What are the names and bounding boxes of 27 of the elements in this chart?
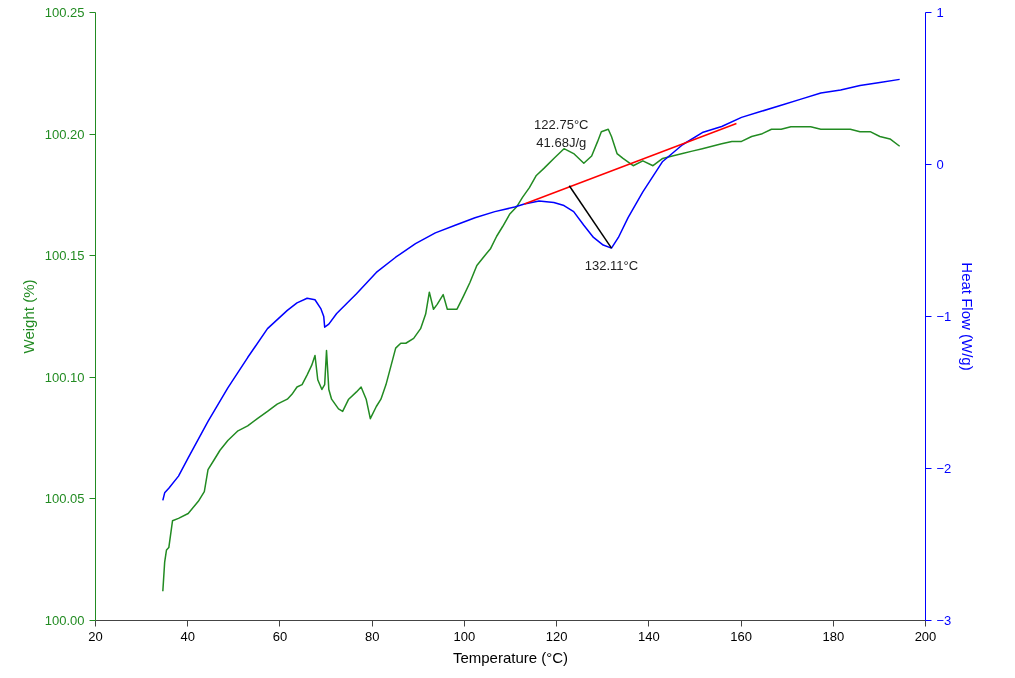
y-tick-label: 100.20 [44,126,85,142]
line-series [162,78,901,502]
y-tick-label: 100.05 [44,491,85,507]
annotation: 132.11°C [584,258,639,274]
y-axis-title: Weight (%) [19,279,37,354]
y-tick-label: 100.00 [44,613,85,628]
y2-tick-label: −3 [936,613,952,628]
x-tick-label: 60 [272,628,288,644]
x-axis-title: Temperature (°C) [452,648,569,666]
x-tick-label: 140 [637,628,660,644]
x-tick-label: 80 [364,628,380,644]
y2-tick-label: −2 [936,461,952,476]
x-tick-label: 40 [180,628,195,644]
x-tick-label: 120 [545,628,568,644]
y2-axis-title: Heat Flow (W/g) [959,262,977,371]
y2-tick-label: −1 [936,309,952,324]
y-tick-label: 100.10 [44,369,85,385]
y2-tick-label: 0 [936,157,944,172]
x-tick-label: 100 [453,628,476,644]
x-tick-label: 180 [822,628,845,644]
x-tick-label: 20 [88,628,103,644]
y2-tick-label: 1 [936,5,944,20]
annotation: 122.75°C 41.68J/g [534,116,589,150]
y-tick-label: 100.15 [44,248,85,264]
y-tick-label: 100.25 [44,5,85,20]
x-tick-label: 160 [730,628,752,644]
x-tick-label: 200 [914,628,937,644]
